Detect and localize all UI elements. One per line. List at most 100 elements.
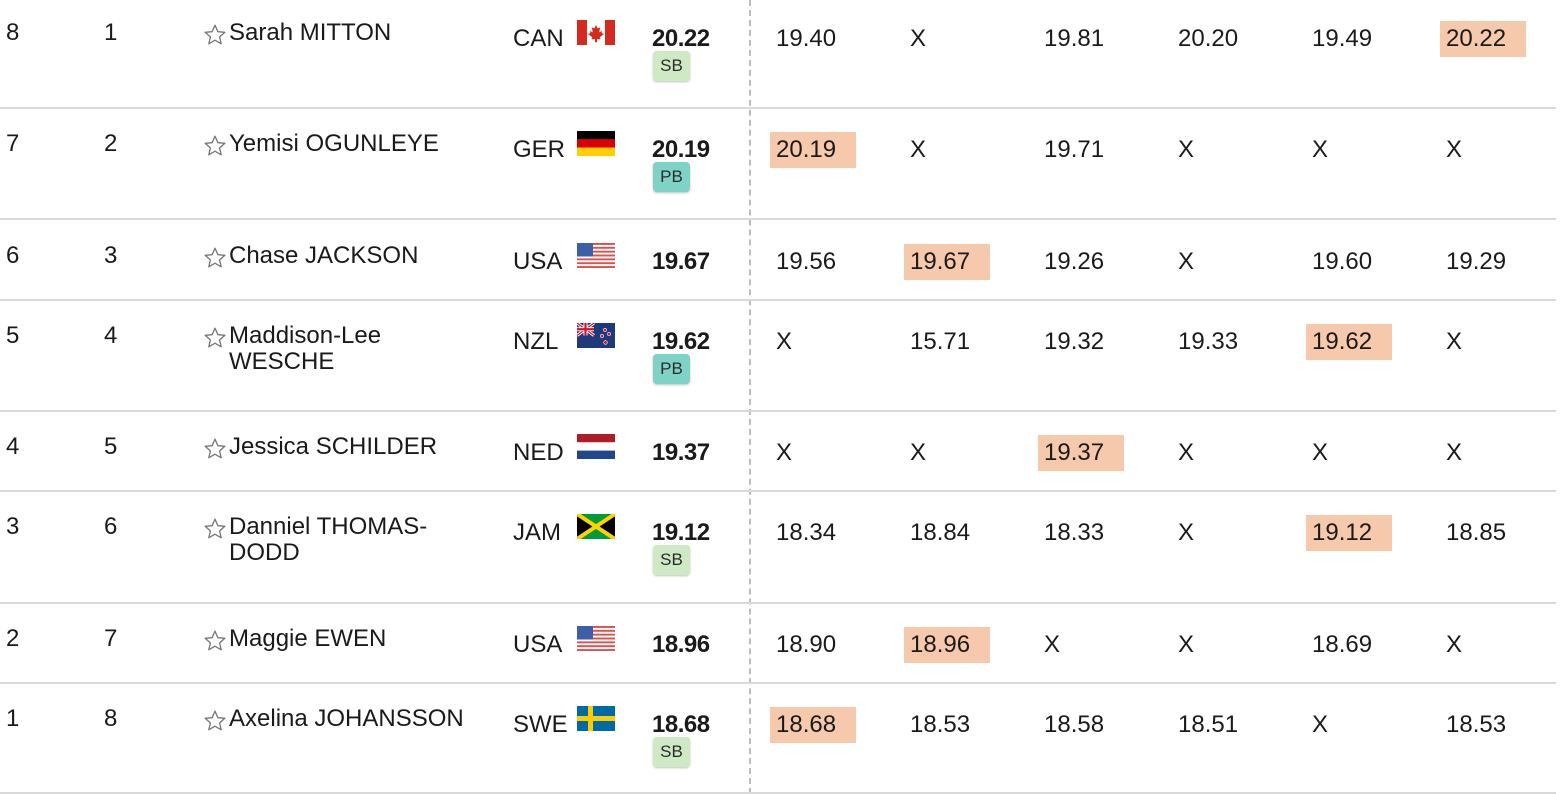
start-order: 5 xyxy=(6,322,20,349)
country-code: NZL xyxy=(513,328,559,355)
usa-flag-icon xyxy=(577,243,615,268)
attempt-4: X xyxy=(1178,136,1195,163)
attempt-2: 18.84 xyxy=(910,519,971,546)
best-mark: 19.37 xyxy=(652,439,710,466)
country-code: USA xyxy=(513,631,563,658)
row-separator xyxy=(0,410,1556,412)
country-code: GER xyxy=(513,136,566,163)
attempt-1: 18.90 xyxy=(776,631,837,658)
rank: 7 xyxy=(104,625,118,652)
athlete-name[interactable]: Danniel THOMAS-DODD xyxy=(229,513,428,566)
table-row: 8 1 Sarah MITTON CAN 20.22 SB 19.40 X 19.81 20.20… xyxy=(0,19,1562,81)
row-separator xyxy=(0,602,1556,604)
start-order: 4 xyxy=(6,433,20,460)
attempt-4: X xyxy=(1178,439,1195,466)
rank: 3 xyxy=(104,242,118,269)
attempt-4: 18.51 xyxy=(1178,711,1239,738)
attempt-6: 18.85 xyxy=(1446,519,1507,546)
attempt-4: X xyxy=(1178,519,1195,546)
athlete-name[interactable]: Sarah MITTON xyxy=(229,19,392,46)
start-order: 2 xyxy=(6,625,20,652)
attempt-2: X xyxy=(910,439,927,466)
attempt-2: X xyxy=(910,136,927,163)
row-separator xyxy=(0,682,1556,684)
start-order: 8 xyxy=(6,19,20,46)
attempt-3: 18.33 xyxy=(1044,519,1105,546)
sb-badge: SB xyxy=(653,545,690,575)
athlete-name[interactable]: Yemisi OGUNLEYE xyxy=(229,130,439,157)
start-order: 7 xyxy=(6,130,20,157)
attempt-3: 18.58 xyxy=(1044,711,1105,738)
country-code: CAN xyxy=(513,25,564,52)
country-code: NED xyxy=(513,439,564,466)
country-code: USA xyxy=(513,248,563,275)
star-outline-icon[interactable] xyxy=(203,326,227,350)
star-outline-icon[interactable] xyxy=(203,629,227,653)
best-mark: 19.67 xyxy=(652,248,710,275)
attempt-6: 19.29 xyxy=(1446,248,1507,275)
attempt-5: X xyxy=(1312,136,1329,163)
rank: 1 xyxy=(104,19,118,46)
attempt-6: X xyxy=(1446,328,1463,355)
star-outline-icon[interactable] xyxy=(203,437,227,461)
start-order: 3 xyxy=(6,513,20,540)
pb-badge: PB xyxy=(653,162,690,192)
jamaica-flag-icon xyxy=(577,514,615,539)
country-code: JAM xyxy=(513,519,561,546)
table-row: 1 8 Axelina JOHANSSON SWE 18.68 SB 18.68 18.53 1… xyxy=(0,705,1562,767)
athlete-name[interactable]: Chase JACKSON xyxy=(229,242,419,269)
attempt-5: 19.12 xyxy=(1306,515,1392,551)
best-mark: 18.68 xyxy=(652,711,710,738)
attempt-3: 19.26 xyxy=(1044,248,1105,275)
attempt-6: 20.22 xyxy=(1440,21,1526,57)
attempt-1: X xyxy=(776,439,793,466)
athlete-name[interactable]: Maddison-Lee WESCHE xyxy=(229,322,382,375)
attempt-6: X xyxy=(1446,136,1463,163)
attempt-3: 19.81 xyxy=(1044,25,1105,52)
attempt-1: X xyxy=(776,328,793,355)
best-mark: 19.62 xyxy=(652,328,710,355)
sb-badge: SB xyxy=(653,737,690,767)
best-mark: 18.96 xyxy=(652,631,710,658)
attempt-1: 18.68 xyxy=(770,707,856,743)
table-row: 3 6 Danniel THOMAS-DODD JAM 19.12 SB 18.34 18.8… xyxy=(0,513,1562,575)
attempt-4: 20.20 xyxy=(1178,25,1239,52)
attempt-3: X xyxy=(1044,631,1061,658)
star-outline-icon[interactable] xyxy=(203,23,227,47)
attempt-5: 19.49 xyxy=(1312,25,1373,52)
attempt-2: 18.53 xyxy=(910,711,971,738)
pb-badge: PB xyxy=(653,354,690,384)
attempt-3: 19.37 xyxy=(1038,435,1124,471)
attempt-5: X xyxy=(1312,711,1329,738)
athlete-name[interactable]: Axelina JOHANSSON xyxy=(229,705,464,732)
attempt-2: 19.67 xyxy=(904,244,990,280)
row-separator xyxy=(0,107,1556,109)
start-order: 1 xyxy=(6,705,20,732)
attempt-4: X xyxy=(1178,631,1195,658)
star-outline-icon[interactable] xyxy=(203,517,227,541)
star-outline-icon[interactable] xyxy=(203,709,227,733)
country-code: SWE xyxy=(513,711,568,738)
sweden-flag-icon xyxy=(577,706,615,731)
table-row: 6 3 Chase JACKSON USA 19.67 19.56 19.67 19.26 X 1… xyxy=(0,243,1562,303)
star-outline-icon[interactable] xyxy=(203,246,227,270)
canada-flag-icon xyxy=(577,20,615,45)
column-divider xyxy=(749,0,751,794)
attempt-2: X xyxy=(910,25,927,52)
attempt-5: 18.69 xyxy=(1312,631,1373,658)
attempt-1: 20.19 xyxy=(770,132,856,168)
attempt-6: X xyxy=(1446,631,1463,658)
attempt-4: 19.33 xyxy=(1178,328,1239,355)
star-outline-icon[interactable] xyxy=(203,134,227,158)
table-row: 4 5 Jessica SCHILDER NED 19.37 X X 19.37 X X X xyxy=(0,434,1562,494)
best-mark: 19.12 xyxy=(652,519,710,546)
new-zealand-flag-icon xyxy=(577,323,615,348)
athlete-name[interactable]: Jessica SCHILDER xyxy=(229,433,438,460)
attempt-3: 19.32 xyxy=(1044,328,1105,355)
attempt-5: X xyxy=(1312,439,1329,466)
athlete-name[interactable]: Maggie EWEN xyxy=(229,625,387,652)
attempt-1: 19.40 xyxy=(776,25,837,52)
table-row: 2 7 Maggie EWEN USA 18.96 18.90 18.96 X X 18.69 X xyxy=(0,626,1562,686)
table-row: 5 4 Maddison-Lee WESCHE NZL 19.62 PB X 15.71 19.… xyxy=(0,322,1562,384)
